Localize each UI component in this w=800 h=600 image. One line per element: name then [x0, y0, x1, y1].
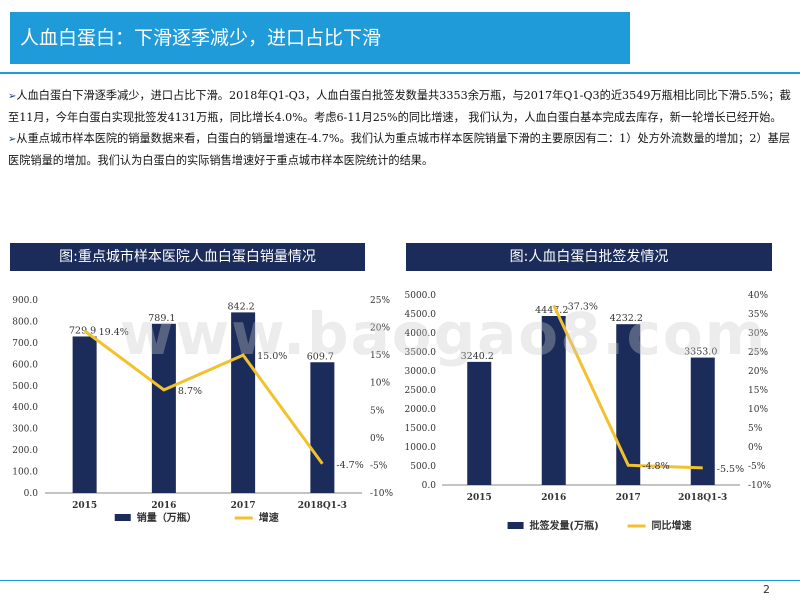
legend-bar-label: 批签发量(万瓶) — [530, 519, 599, 532]
slide-title: 人血白蛋白：下滑逐季减少，进口占比下滑 — [10, 12, 630, 64]
y-right-tick-label: -10% — [370, 489, 393, 499]
y-right-tick-label: 10% — [748, 405, 768, 415]
bar — [310, 362, 335, 493]
bullet-text: 人血白蛋白下滑逐季减少，进口占比下滑。2018年Q1-Q3，人血白蛋白批签发数量… — [8, 89, 791, 124]
bar-data-label: 842.2 — [228, 301, 255, 312]
x-tick-label: 2016 — [541, 493, 566, 503]
bullet-item: ➢人血白蛋白下滑逐季减少，进口占比下滑。2018年Q1-Q3，人血白蛋白批签发数… — [8, 85, 793, 128]
watermark-text: www.baogao8.com — [120, 300, 768, 368]
y-left-tick-label: 1000.0 — [405, 443, 437, 453]
legend-line-label: 同比增速 — [652, 519, 692, 532]
bar — [541, 316, 566, 485]
x-tick-label: 2015 — [72, 501, 97, 511]
bar-data-label: 4232.2 — [610, 313, 643, 324]
y-left-tick-label: 300.0 — [12, 425, 38, 435]
y-left-tick-label: 500.0 — [12, 382, 38, 392]
legend-bar-swatch — [507, 522, 524, 529]
legend-bar-swatch — [114, 514, 131, 521]
x-tick-label: 2018Q1-3 — [298, 501, 347, 511]
bar — [72, 336, 97, 493]
y-left-tick-label: 200.0 — [12, 446, 38, 456]
line-data-label: 15.0% — [257, 351, 287, 362]
y-left-tick-label: 600.0 — [12, 360, 38, 370]
x-tick-label: 2016 — [151, 501, 176, 511]
bar — [690, 357, 715, 485]
bar — [616, 324, 641, 485]
bullet-list: ➢人血白蛋白下滑逐季减少，进口占比下滑。2018年Q1-Q3，人血白蛋白批签发数… — [8, 85, 793, 171]
y-left-tick-label: 100.0 — [12, 468, 38, 478]
title-divider — [0, 72, 800, 74]
bar-data-label: 4447.2 — [535, 305, 568, 316]
y-right-tick-label: 15% — [370, 351, 390, 361]
y-left-tick-label: 4000.0 — [405, 329, 437, 339]
bar-data-label: 609.7 — [307, 351, 334, 362]
y-right-tick-label: -5% — [748, 462, 766, 472]
y-left-tick-label: 800.0 — [12, 317, 38, 327]
y-right-tick-label: 20% — [748, 367, 768, 377]
y-right-tick-label: 20% — [370, 324, 390, 334]
arrow-icon: ➢ — [8, 91, 17, 102]
bar-data-label: 3240.2 — [461, 351, 494, 362]
line-data-label: 19.4% — [99, 327, 129, 338]
y-left-tick-label: 4500.0 — [405, 310, 437, 320]
chart1-title: 图:重点城市样本医院人血白蛋白销量情况 — [10, 243, 365, 271]
y-right-tick-label: 0% — [370, 434, 385, 444]
line-data-label: -4.7% — [336, 460, 363, 471]
line-data-label: -5.5% — [717, 464, 744, 475]
y-left-tick-label: 2500.0 — [405, 386, 437, 396]
y-left-tick-label: 3000.0 — [405, 367, 437, 377]
bar-data-label: 729.9 — [69, 325, 96, 336]
y-left-tick-label: 500.0 — [410, 462, 436, 472]
y-right-tick-label: 15% — [748, 386, 768, 396]
x-tick-label: 2017 — [231, 501, 256, 511]
y-right-tick-label: 25% — [748, 348, 768, 358]
page-number: 2 — [763, 583, 770, 596]
bar-data-label: 789.1 — [148, 313, 175, 324]
y-right-tick-label: 5% — [748, 424, 763, 434]
y-left-tick-label: 400.0 — [12, 403, 38, 413]
y-right-tick-label: 30% — [748, 329, 768, 339]
y-right-tick-label: 40% — [748, 291, 768, 301]
footer-divider — [0, 580, 800, 581]
y-left-tick-label: 3500.0 — [405, 348, 437, 358]
y-left-tick-label: 5000.0 — [405, 291, 437, 301]
bar — [467, 361, 492, 485]
arrow-icon: ➢ — [8, 134, 17, 145]
bar — [151, 323, 176, 493]
bar-data-label: 3353.0 — [684, 347, 717, 358]
y-right-tick-label: 10% — [370, 379, 390, 389]
bullet-text: 从重点城市样本医院的销量数据来看，白蛋白的销量增速在-4.7%。我们认为重点城市… — [8, 132, 791, 167]
y-left-tick-label: 1500.0 — [405, 424, 437, 434]
y-left-tick-label: 2000.0 — [405, 405, 437, 415]
growth-line — [552, 304, 703, 470]
y-right-tick-label: 0% — [748, 443, 763, 453]
legend-bar-label: 销量（万瓶） — [137, 511, 197, 524]
y-right-tick-label: 35% — [748, 310, 768, 320]
y-right-tick-label: -5% — [370, 461, 388, 471]
line-data-label: 8.7% — [178, 386, 202, 397]
x-tick-label: 2017 — [616, 493, 641, 503]
bar — [231, 312, 256, 493]
y-left-tick-label: 700.0 — [12, 339, 38, 349]
chart2-title: 图:人血白蛋白批签发情况 — [406, 243, 772, 271]
y-left-tick-label: 900.0 — [12, 296, 38, 306]
bullet-item: ➢从重点城市样本医院的销量数据来看，白蛋白的销量增速在-4.7%。我们认为重点城… — [8, 128, 793, 171]
y-left-tick-label: 0.0 — [24, 489, 39, 499]
legend-line-label: 增速 — [259, 511, 279, 524]
x-tick-label: 2018Q1-3 — [678, 493, 727, 503]
line-data-label: 37.3% — [568, 301, 598, 312]
y-right-tick-label: 25% — [370, 296, 390, 306]
line-data-label: -4.8% — [642, 461, 669, 472]
y-right-tick-label: -10% — [748, 481, 771, 491]
x-tick-label: 2015 — [467, 493, 492, 503]
y-right-tick-label: 5% — [370, 406, 385, 416]
growth-line — [83, 329, 324, 465]
y-left-tick-label: 0.0 — [422, 481, 437, 491]
